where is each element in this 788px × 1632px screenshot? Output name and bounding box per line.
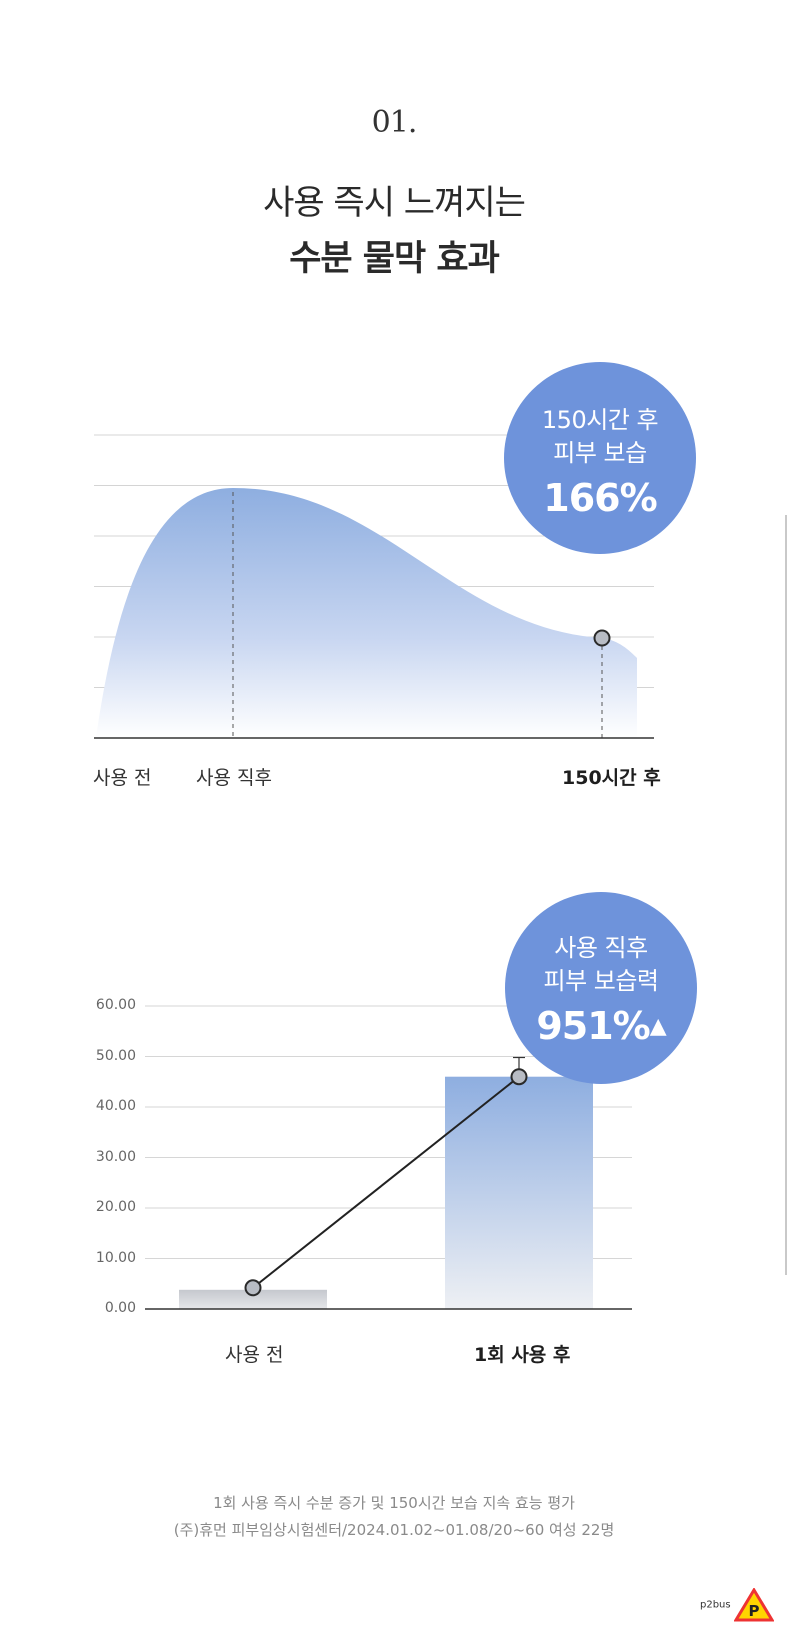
x-label-150h: 150시간 후	[562, 767, 661, 789]
x-label-before: 사용 전	[93, 767, 152, 789]
brand-logo: p2bus P	[700, 1587, 775, 1622]
footnote-line1: 1회 사용 즉시 수분 증가 및 150시간 보습 지속 효능 평가	[213, 1494, 575, 1512]
x-label-after-one-use: 1회 사용 후	[474, 1344, 571, 1366]
area-series	[96, 488, 637, 738]
bar-after	[445, 1076, 593, 1309]
line-point-marker	[244, 1279, 262, 1297]
right-edge-divider	[785, 515, 787, 1275]
callout-line1: 150시간 후	[541, 406, 659, 434]
up-triangle-icon: ▲	[649, 1014, 667, 1039]
logo-badge: P	[748, 1602, 759, 1620]
y-tick-label: 60.00	[95, 997, 136, 1013]
callout-line2: 피부 보습	[553, 439, 647, 467]
section-number: 01.	[371, 105, 418, 140]
callout-value: 951%	[536, 1004, 650, 1048]
callout-value-row: 951%▲	[505, 998, 697, 1055]
moisture-callout: 150시간 후 피부 보습 166%	[504, 362, 696, 554]
callout-line2: 피부 보습력	[543, 967, 659, 995]
footnote-line2: (주)휴먼 피부임상시험센터/2024.01.02~01.08/20~60 여성…	[173, 1521, 615, 1539]
section-title-line1: 사용 즉시 느껴지는	[263, 183, 526, 223]
y-tick-label: 0.00	[104, 1300, 136, 1316]
y-tick-label: 20.00	[95, 1199, 136, 1215]
warning-triangle-icon: P	[733, 1587, 775, 1622]
x-label-right-after: 사용 직후	[196, 767, 272, 789]
trend-line	[252, 1075, 520, 1289]
line-point-marker	[510, 1068, 528, 1086]
y-tick-label: 50.00	[95, 1047, 136, 1064]
y-tick-label: 10.00	[95, 1249, 136, 1266]
y-tick-label: 40.00	[95, 1098, 136, 1114]
callout-value: 166%	[543, 476, 657, 520]
section-title-line2: 수분 물막 효과	[289, 239, 500, 279]
callout-line1: 사용 직후	[554, 934, 648, 962]
bar-chart	[145, 1005, 632, 1310]
moisture-power-callout: 사용 직후 피부 보습력 951%▲	[505, 892, 697, 1084]
y-tick-label: 30.00	[95, 1148, 136, 1165]
logo-text: p2bus	[700, 1599, 731, 1611]
endpoint-marker	[593, 629, 611, 647]
x-label-before: 사용 전	[225, 1344, 284, 1366]
bar-before	[179, 1289, 327, 1309]
